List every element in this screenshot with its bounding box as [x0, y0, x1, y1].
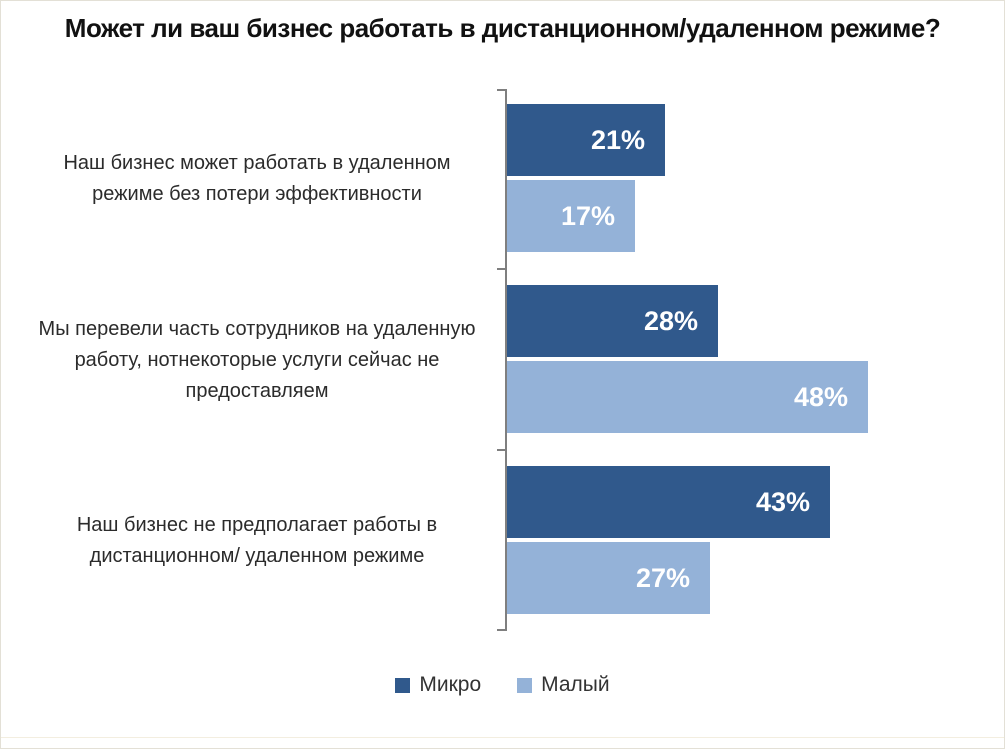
axis-tick [497, 449, 505, 451]
legend-swatch-micro-icon [395, 677, 411, 693]
bar-maly-group3: 27% [507, 542, 710, 614]
legend-item-micro: Микро [395, 673, 481, 697]
legend-swatch-maly-icon [517, 677, 533, 693]
bar-group-1: 21% 17% [507, 89, 985, 269]
category-label-2: Мы перевели часть сотрудников на удаленн… [38, 317, 476, 402]
category-label-1: Наш бизнес может работать в удаленном ре… [63, 152, 451, 206]
value-axis-line [505, 89, 507, 631]
bar-value-label: 43% [755, 486, 810, 517]
bar-maly-group1: 17% [507, 180, 635, 252]
axis-tick [497, 629, 505, 631]
bar-group-3: 43% 27% [507, 451, 985, 631]
bar-micro-group1: 21% [507, 104, 665, 176]
bar-value-label: 21% [590, 124, 645, 155]
bar-micro-group3: 43% [507, 466, 830, 538]
legend-label-maly: Малый [541, 673, 610, 696]
bottom-divider [1, 737, 1004, 738]
axis-tick [497, 89, 505, 91]
chart-title: Может ли ваш бизнес работать в дистанцио… [64, 13, 941, 43]
plot-area: 21% 17% 28% 48% 43% 27% [497, 89, 986, 631]
bar-maly-group2: 48% [507, 361, 868, 433]
bar-value-label: 27% [635, 562, 690, 593]
bar-value-label: 48% [793, 381, 848, 412]
bar-micro-group2: 28% [507, 285, 718, 357]
category-label-3: Наш бизнес не предполагает работы в дист… [76, 513, 438, 567]
legend: Микро Малый [1, 673, 1004, 697]
legend-label-micro: Микро [419, 673, 482, 696]
category-axis: Наш бизнес может работать в удаленном ре… [21, 89, 493, 631]
bar-value-label: 17% [560, 200, 615, 231]
axis-tick [497, 268, 505, 270]
bar-value-label: 28% [643, 305, 698, 336]
legend-item-maly: Малый [517, 673, 610, 697]
bar-group-2: 28% 48% [507, 270, 985, 450]
